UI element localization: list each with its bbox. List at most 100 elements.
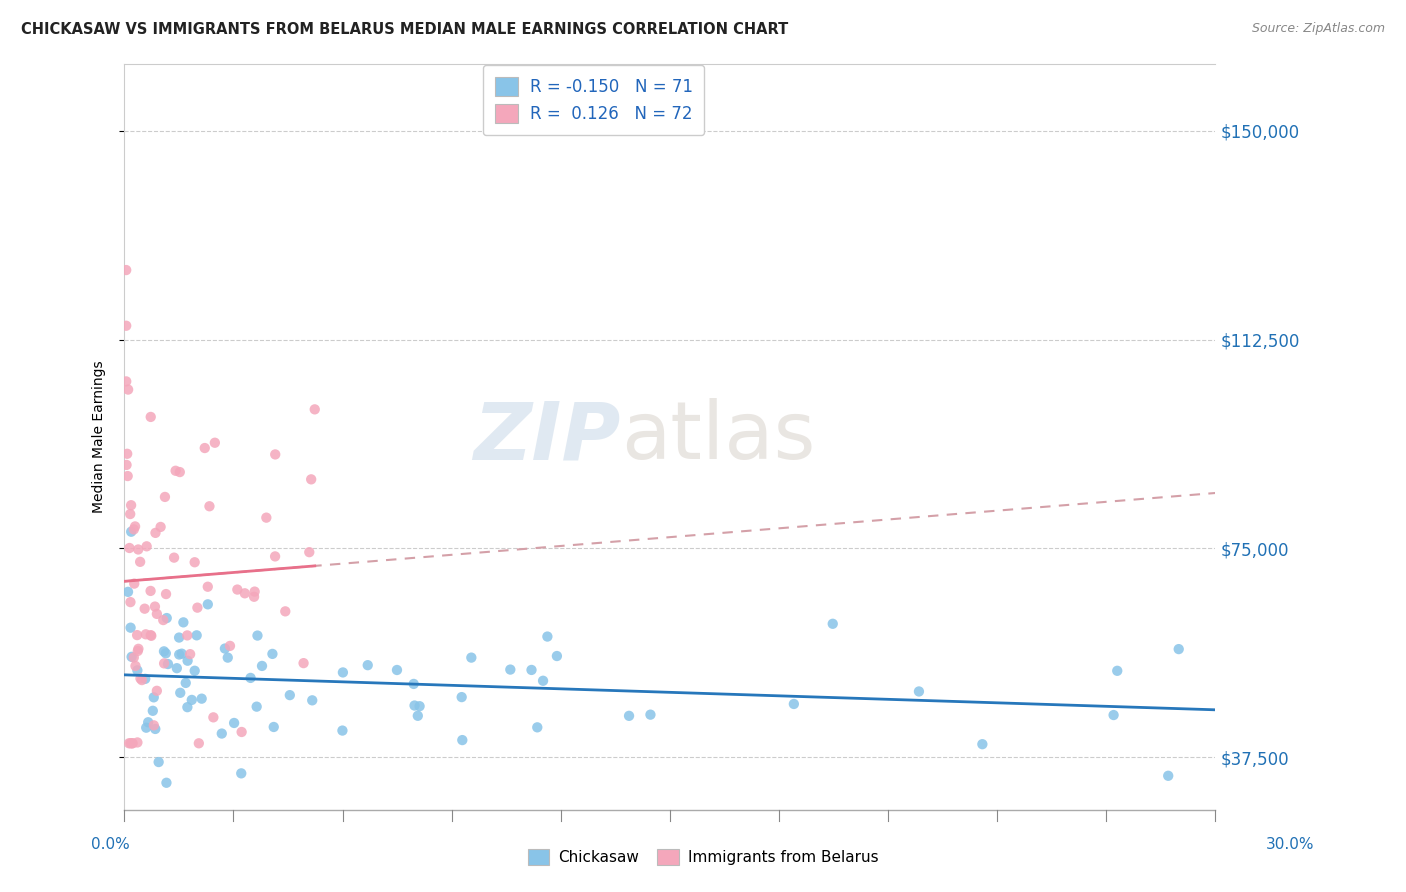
Point	[155, 587, 177, 601]
Point	[146, 683, 169, 698]
Point	[972, 737, 994, 751]
Point	[783, 697, 806, 711]
Point	[332, 723, 354, 738]
Point	[211, 726, 233, 740]
Text: 0.0%: 0.0%	[91, 837, 131, 852]
Point	[143, 722, 166, 736]
Point	[134, 601, 156, 615]
Point	[231, 766, 253, 780]
Point	[214, 641, 236, 656]
Legend: R = -0.150   N = 71, R =  0.126   N = 72: R = -0.150 N = 71, R = 0.126 N = 72	[482, 65, 704, 135]
Point	[172, 615, 194, 630]
Point	[263, 720, 285, 734]
Point	[1157, 769, 1180, 783]
Point	[122, 650, 145, 665]
Point	[156, 657, 179, 671]
Point	[142, 690, 165, 705]
Point	[153, 657, 176, 671]
Point	[165, 464, 187, 478]
Point	[127, 641, 149, 656]
Point	[148, 755, 170, 769]
Point	[143, 599, 166, 614]
Point	[141, 629, 163, 643]
Point	[127, 542, 149, 557]
Text: Source: ZipAtlas.com: Source: ZipAtlas.com	[1251, 22, 1385, 36]
Point	[136, 715, 159, 730]
Point	[226, 582, 249, 597]
Point	[197, 597, 219, 611]
Point	[239, 671, 262, 685]
Point	[170, 647, 193, 661]
Point	[246, 699, 269, 714]
Point	[115, 447, 138, 461]
Text: 30.0%: 30.0%	[1267, 837, 1315, 852]
Point	[120, 595, 142, 609]
Point	[134, 672, 156, 686]
Point	[120, 621, 142, 635]
Point	[120, 736, 142, 750]
Point	[292, 656, 315, 670]
Point	[155, 776, 177, 790]
Point	[198, 500, 221, 514]
Point	[246, 629, 269, 643]
Point	[402, 677, 425, 691]
Point	[174, 676, 197, 690]
Point	[152, 613, 174, 627]
Point	[231, 725, 253, 739]
Point	[117, 383, 139, 397]
Point	[217, 650, 239, 665]
Point	[156, 611, 179, 625]
Point	[124, 519, 146, 533]
Point	[135, 627, 157, 641]
Point	[169, 686, 191, 700]
Point	[233, 586, 256, 600]
Point	[176, 654, 198, 668]
Legend: Chickasaw, Immigrants from Belarus: Chickasaw, Immigrants from Belarus	[522, 843, 884, 871]
Point	[404, 698, 426, 713]
Point	[1102, 708, 1125, 723]
Point	[176, 628, 198, 642]
Point	[821, 616, 844, 631]
Point	[122, 522, 145, 536]
Point	[278, 688, 301, 702]
Point	[120, 498, 142, 512]
Point	[264, 549, 287, 564]
Point	[117, 585, 139, 599]
Point	[115, 318, 138, 333]
Point	[250, 659, 273, 673]
Point	[127, 664, 149, 678]
Point	[135, 721, 157, 735]
Point	[146, 607, 169, 621]
Point	[163, 550, 186, 565]
Point	[243, 584, 266, 599]
Point	[187, 736, 209, 750]
Point	[180, 693, 202, 707]
Point	[301, 693, 323, 707]
Point	[149, 520, 172, 534]
Point	[194, 441, 217, 455]
Point	[1167, 642, 1189, 657]
Point	[145, 525, 167, 540]
Point	[908, 684, 931, 698]
Point	[536, 630, 558, 644]
Point	[202, 710, 225, 724]
Point	[406, 708, 429, 723]
Point	[121, 649, 143, 664]
Point	[166, 661, 188, 675]
Point	[531, 673, 554, 688]
Point	[167, 648, 190, 662]
Point	[139, 409, 162, 424]
Point	[274, 604, 297, 618]
Point	[262, 647, 284, 661]
Point	[155, 646, 177, 660]
Point	[129, 555, 152, 569]
Point	[186, 628, 208, 642]
Y-axis label: Median Male Earnings: Median Male Earnings	[93, 360, 107, 514]
Text: CHICKASAW VS IMMIGRANTS FROM BELARUS MEDIAN MALE EARNINGS CORRELATION CHART: CHICKASAW VS IMMIGRANTS FROM BELARUS MED…	[21, 22, 789, 37]
Text: ZIP: ZIP	[474, 398, 621, 476]
Point	[183, 664, 205, 678]
Point	[118, 541, 141, 555]
Point	[117, 469, 139, 483]
Point	[520, 663, 543, 677]
Point	[122, 576, 145, 591]
